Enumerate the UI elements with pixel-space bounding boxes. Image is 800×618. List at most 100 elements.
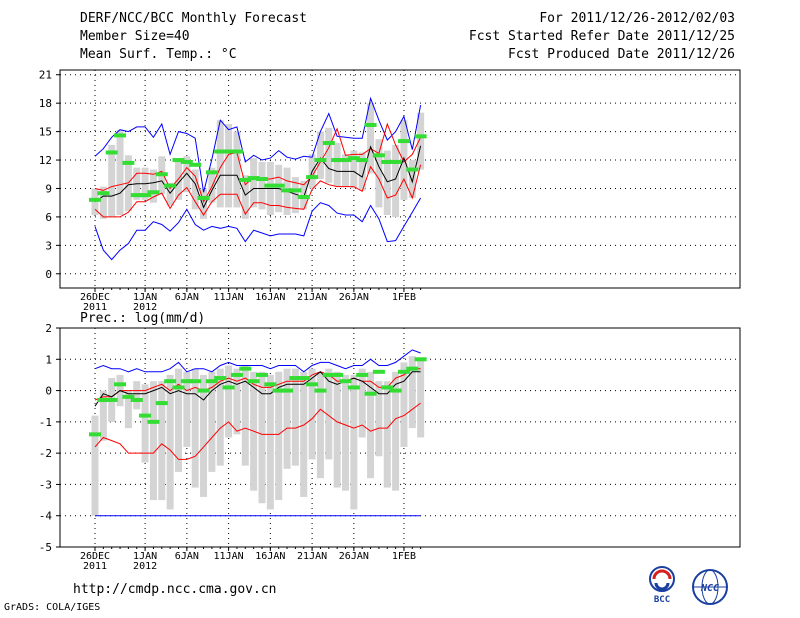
obs-marker [256, 177, 268, 181]
ensemble-box [375, 381, 383, 457]
y-tick-label: -1 [39, 416, 52, 429]
bcc-logo: BCC [649, 566, 675, 605]
ensemble-box [183, 156, 191, 193]
y-tick-label: 0 [45, 268, 52, 281]
ensemble-box [408, 160, 416, 198]
y-tick-label: 0 [45, 385, 52, 398]
plot-frame [59, 327, 741, 548]
ensemble-box [208, 167, 216, 203]
variable-label-prec: Prec.: log(mm/d) [80, 311, 206, 326]
bcc-logo-text: BCC [654, 595, 670, 605]
ensemble-box [116, 129, 124, 216]
ensemble-box [392, 144, 400, 217]
y-tick-label: -2 [39, 447, 52, 460]
x-tick-label: 6JAN [175, 292, 199, 303]
obs-marker [356, 158, 369, 163]
ensemble-box [233, 131, 241, 208]
ncc-logo-text: NCC [700, 583, 719, 594]
obs-marker [197, 388, 210, 393]
obs-marker [222, 385, 235, 390]
ensemble-box [191, 368, 199, 488]
obs-marker [247, 379, 260, 384]
obs-marker [89, 432, 101, 437]
ensemble-box [392, 371, 400, 491]
obs-marker [397, 369, 410, 374]
ensemble-box [191, 169, 199, 210]
ensemble-box [149, 169, 157, 203]
y-tick-label: 21 [39, 69, 52, 82]
ensemble-box [183, 371, 191, 447]
obs-marker [155, 172, 168, 177]
ensemble-box [291, 368, 299, 466]
ensemble-box [367, 371, 375, 479]
ensemble-box [241, 365, 249, 466]
max-line [94, 349, 421, 373]
obs-marker [322, 140, 335, 145]
ensemble-box [133, 381, 141, 410]
obs-marker [372, 153, 385, 158]
ensemble-box [258, 161, 266, 210]
ensemble-box [258, 371, 266, 504]
ensemble-box [208, 371, 216, 472]
p10-line [94, 402, 421, 460]
obs-marker [105, 150, 118, 155]
ensemble-box [316, 371, 324, 479]
member-size: Member Size=40 [80, 29, 190, 44]
y-tick-label: -4 [39, 510, 53, 523]
x-tick-label: 21JAN [297, 292, 327, 303]
ensemble-box [225, 124, 233, 208]
obs-marker [281, 388, 294, 393]
y-tick-label: 12 [39, 154, 52, 167]
ensemble-box [408, 356, 416, 429]
obs-marker [97, 397, 110, 402]
ensemble-box [216, 120, 224, 208]
y-tick-label: 9 [45, 182, 52, 195]
ensemble-box [241, 175, 249, 219]
obs-marker [272, 388, 285, 393]
obs-marker [314, 158, 327, 163]
ensemble-box [333, 371, 341, 488]
obs-marker [339, 379, 352, 384]
obs-marker [397, 139, 410, 144]
obs-marker [139, 193, 152, 198]
ensemble-box [99, 390, 107, 441]
obs-marker [256, 372, 268, 377]
ensemble-box [283, 368, 291, 469]
source-url[interactable]: http://cmdp.ncc.cma.gov.cn [73, 582, 277, 597]
obs-marker [230, 149, 243, 154]
obs-marker [130, 397, 143, 402]
x-tick-label: 1JAN [133, 551, 157, 562]
obs-marker [314, 388, 327, 393]
y-tick-label: -3 [39, 478, 52, 491]
x-tick-year-label: 2012 [133, 302, 157, 313]
plot-frame [59, 69, 741, 289]
obs-marker [356, 372, 369, 377]
x-tick-label: 1FEB [392, 292, 416, 303]
x-tick-label: 11JAN [214, 292, 244, 303]
obs-marker [247, 176, 260, 181]
y-tick-label: 2 [45, 322, 52, 335]
y-tick-label: 6 [45, 211, 52, 224]
obs-marker [364, 391, 377, 396]
x-tick-label: 26JAN [339, 551, 369, 562]
x-tick-label: 16JAN [255, 551, 285, 562]
ensemble-box [200, 374, 208, 497]
x-tick-label: 1FEB [392, 551, 416, 562]
x-tick-year-label: 2011 [83, 561, 107, 572]
obs-marker [147, 190, 160, 195]
ensemble-box [225, 365, 233, 438]
ensemble-box [325, 368, 333, 460]
ensemble-box [233, 368, 241, 435]
obs-marker [347, 156, 360, 161]
obs-marker [414, 134, 427, 139]
variable-label-temp: Mean Surf. Temp.: °C [80, 47, 237, 62]
ensemble-box [91, 415, 99, 516]
obs-marker [139, 413, 152, 418]
obs-marker [389, 388, 402, 393]
obs-marker [322, 372, 335, 377]
y-tick-label: -5 [39, 541, 52, 554]
ensemble-box [308, 368, 316, 460]
ensemble-box [375, 139, 383, 208]
x-tick-label: 16JAN [255, 292, 285, 303]
